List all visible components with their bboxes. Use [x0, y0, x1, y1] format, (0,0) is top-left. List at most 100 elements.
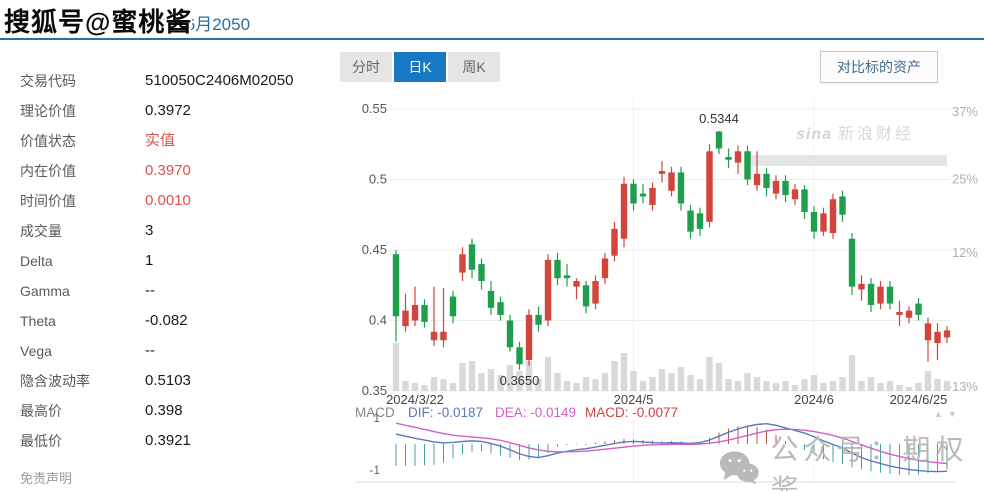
macd-value: MACD: -0.0077	[585, 405, 678, 420]
candle	[430, 331, 438, 341]
volume-bar	[392, 343, 400, 391]
candle	[421, 304, 428, 322]
volume-bar	[506, 365, 514, 391]
tab-minute[interactable]: 分时	[340, 52, 392, 82]
candle	[677, 172, 685, 204]
candle	[658, 171, 666, 174]
info-row-label: 时间价值	[20, 193, 76, 209]
wechat-watermark-text: 公众号：期权酱	[770, 434, 969, 491]
candle	[440, 331, 447, 341]
volume-bar	[611, 361, 618, 391]
volume-bar	[905, 387, 913, 391]
info-row-value: 0.3972	[145, 102, 191, 119]
candle	[620, 183, 628, 239]
candle	[639, 193, 647, 197]
candle	[668, 172, 675, 191]
volume-bar	[421, 385, 428, 391]
volume-bar	[706, 357, 713, 391]
info-row-label: 最高价	[20, 403, 62, 419]
sohu-watermark: 搜狐号@蜜桃酱	[4, 7, 193, 37]
tab-weekly-k[interactable]: 周K	[448, 52, 500, 82]
volume-bar	[668, 373, 675, 391]
candle	[763, 173, 770, 188]
info-row-value: 3	[145, 222, 154, 239]
sina-finance-label: 新浪财经	[838, 126, 915, 143]
volume-bar	[630, 371, 637, 391]
candle	[725, 156, 732, 160]
volume-bar	[440, 379, 447, 391]
info-row: 最高价 0.398	[0, 396, 330, 426]
compare-underlying-button[interactable]: 对比标的资产	[820, 51, 938, 83]
info-row: 最低价 0.3921	[0, 426, 330, 456]
info-row-value: 0.3970	[145, 162, 191, 179]
candle	[829, 199, 837, 234]
volume-bar	[763, 381, 770, 391]
info-row: 隐含波动率 0.5103	[0, 366, 330, 396]
volume-bar	[715, 363, 723, 391]
date-label: 2024/6	[794, 392, 834, 407]
volume-bar	[782, 381, 789, 391]
info-row: 时间价值 0.0010	[0, 186, 330, 216]
candle	[535, 314, 542, 325]
sina-watermark: sina 新浪财经	[796, 120, 914, 144]
candle	[649, 187, 656, 205]
volume-bar	[687, 375, 694, 391]
volume-bar	[497, 375, 504, 391]
disclaimer-link[interactable]: 免责声明	[20, 471, 73, 486]
info-row: 价值状态 实值	[0, 126, 330, 156]
info-row: 内在价值 0.3970	[0, 156, 330, 186]
candle	[392, 254, 400, 317]
volume-bar	[639, 381, 647, 391]
volume-bar	[858, 381, 865, 391]
chart-scroll-arrows: ▲▼	[934, 409, 962, 419]
candle	[886, 286, 894, 304]
macd-scale-label: -1	[369, 463, 380, 477]
info-row-value: -0.082	[145, 312, 188, 329]
candle	[791, 189, 799, 200]
price-axis-label: 0.45	[362, 242, 387, 257]
date-label: 2024/6/25	[890, 392, 948, 407]
macd-dea-value: DEA: -0.0149	[495, 405, 576, 420]
info-row-value: 510050C2406M02050	[145, 72, 294, 89]
candle	[478, 264, 485, 282]
info-row-label: 交易代码	[20, 73, 76, 89]
info-row-label: 价值状态	[20, 133, 76, 149]
volume-bar	[839, 377, 846, 391]
date-label: 2024/5	[614, 392, 654, 407]
info-row-label: Delta	[20, 253, 53, 269]
volume-bar	[620, 353, 628, 391]
candle	[801, 189, 808, 212]
info-row: Gamma --	[0, 276, 330, 306]
page-title: TF购6月2050	[148, 15, 251, 34]
info-row-label: 内在价值	[20, 163, 76, 179]
candle	[753, 173, 761, 186]
candle	[582, 285, 590, 307]
volume-bar	[525, 361, 533, 391]
range-band	[745, 155, 947, 166]
wechat-watermark: 公众号：期权酱	[718, 428, 984, 491]
candle	[411, 304, 419, 321]
candle	[782, 180, 789, 196]
price-axis-label: 0.35	[362, 383, 387, 398]
info-row-label: Vega	[20, 343, 52, 359]
volume-bar	[877, 383, 884, 391]
candle	[706, 151, 713, 222]
candle	[487, 290, 495, 308]
volume-bar	[459, 363, 466, 391]
info-row-value: 0.3921	[145, 432, 191, 449]
candle	[630, 183, 637, 204]
candle	[820, 213, 827, 232]
candle	[563, 275, 571, 279]
scroll-left-icon[interactable]: ▲	[934, 409, 948, 419]
info-row-value: --	[145, 342, 155, 359]
volume-bar	[791, 385, 799, 391]
candle	[734, 151, 742, 163]
volume-bar	[820, 383, 827, 391]
candle	[449, 296, 457, 317]
info-row-label: 理论价值	[20, 103, 76, 119]
percent-axis-label: -13%	[948, 379, 979, 394]
candle	[573, 281, 580, 287]
candle	[402, 310, 409, 327]
scroll-right-icon[interactable]: ▼	[947, 409, 962, 419]
tab-daily-k[interactable]: 日K	[394, 52, 446, 82]
